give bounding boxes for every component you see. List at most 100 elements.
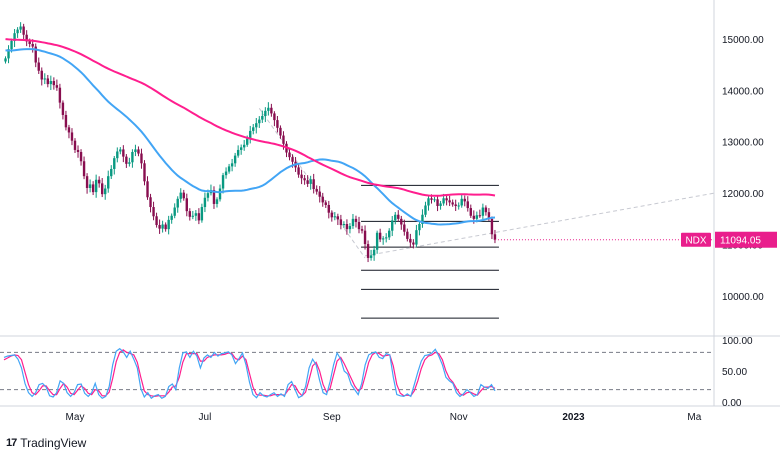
x-tick-label: May	[66, 412, 85, 423]
candle-body	[469, 208, 472, 216]
y-tick-label: 14000.00	[722, 86, 764, 97]
candle-body	[137, 149, 140, 154]
candle-body	[487, 212, 491, 219]
candle-body	[342, 224, 346, 226]
candle-body	[442, 198, 445, 204]
candle-body	[131, 152, 134, 163]
candle-body	[424, 205, 427, 215]
candle-body	[427, 198, 430, 206]
candle-body	[312, 179, 315, 190]
candle-body	[164, 224, 167, 230]
candle-body	[378, 232, 382, 240]
candle-body	[70, 132, 74, 141]
candle-body	[107, 176, 110, 189]
candle-body	[37, 62, 40, 71]
x-tick-label: Jul	[199, 412, 212, 423]
candle-body	[369, 255, 373, 258]
ma-slow-line	[5, 38, 496, 197]
candle-body	[236, 149, 240, 156]
candle-body	[122, 149, 125, 157]
candle-body	[22, 26, 25, 35]
candle-body	[466, 201, 469, 209]
candle-body	[143, 163, 146, 182]
tradingview-logo-icon: 17	[6, 437, 17, 449]
candle-body	[194, 213, 198, 216]
candle-body	[10, 40, 13, 50]
stochastic-oscillator	[3, 347, 496, 400]
candle-body	[249, 130, 252, 139]
candle-body	[52, 81, 56, 86]
stoch-slow-line	[3, 349, 496, 398]
candle-body	[218, 188, 222, 200]
candle-body	[61, 102, 65, 115]
x-tick-label: Ma	[687, 412, 701, 423]
candle-body	[197, 213, 201, 221]
candle-body	[19, 26, 22, 30]
candle-body	[327, 204, 330, 213]
candle-body	[176, 198, 179, 208]
candle-body	[463, 198, 466, 202]
candle-body	[46, 78, 50, 85]
candle-body	[478, 215, 482, 217]
trendline	[258, 107, 715, 259]
candle-body	[258, 119, 261, 124]
candle-body	[276, 120, 279, 128]
candle-body	[179, 192, 182, 199]
y-tick-label: 15000.00	[722, 35, 764, 46]
candle-body	[125, 156, 128, 164]
x-tick-label: Nov	[450, 412, 468, 423]
candle-body	[64, 114, 68, 128]
candle-body	[445, 198, 448, 201]
candle-body	[233, 155, 237, 164]
candle-body	[430, 198, 433, 200]
candle-body	[439, 203, 442, 206]
y-tick-label: 12000.00	[722, 189, 764, 200]
candle-body	[303, 178, 306, 181]
candle-body	[357, 221, 361, 230]
moving-averages	[5, 38, 496, 226]
candle-body	[339, 219, 343, 226]
candle-body	[451, 202, 454, 205]
candle-body	[212, 190, 216, 204]
candle-body	[460, 198, 463, 206]
candle-body	[372, 249, 376, 256]
last-price-tag: NDX 11094.05	[494, 231, 777, 248]
candle-body	[215, 199, 219, 204]
candle-body	[412, 242, 415, 245]
candle-body	[472, 215, 476, 219]
candle-body	[170, 215, 173, 220]
candle-body	[110, 168, 113, 177]
candle-body	[28, 41, 31, 44]
candle-body	[49, 81, 53, 85]
y-tick-label: 13000.00	[722, 138, 764, 149]
candle-body	[97, 179, 101, 184]
candle-body	[91, 184, 95, 193]
candle-body	[252, 127, 255, 131]
candle-body	[255, 123, 258, 128]
trendline-down	[258, 107, 366, 259]
tradingview-brand: 17 TradingView	[6, 436, 86, 450]
candle-body	[475, 215, 479, 219]
candle-body	[113, 158, 116, 169]
candle-body	[415, 230, 418, 245]
candle-body	[40, 70, 43, 80]
candle-body	[481, 207, 485, 216]
candle-body	[336, 216, 340, 220]
candle-body	[354, 218, 358, 222]
candle-body	[261, 116, 264, 120]
trendline-up	[364, 192, 715, 257]
candle-body	[300, 174, 303, 179]
candle-body	[330, 212, 334, 218]
candlestick-series	[4, 22, 497, 263]
candle-body	[13, 33, 16, 41]
candle-body	[185, 198, 188, 212]
candle-body	[418, 224, 421, 231]
candle-body	[306, 180, 309, 184]
osc-tick-label: 100.00	[722, 336, 753, 347]
candle-body	[321, 196, 324, 203]
candle-body	[85, 176, 89, 188]
candle-body	[43, 78, 46, 80]
candle-body	[239, 147, 243, 150]
candle-body	[161, 224, 164, 229]
